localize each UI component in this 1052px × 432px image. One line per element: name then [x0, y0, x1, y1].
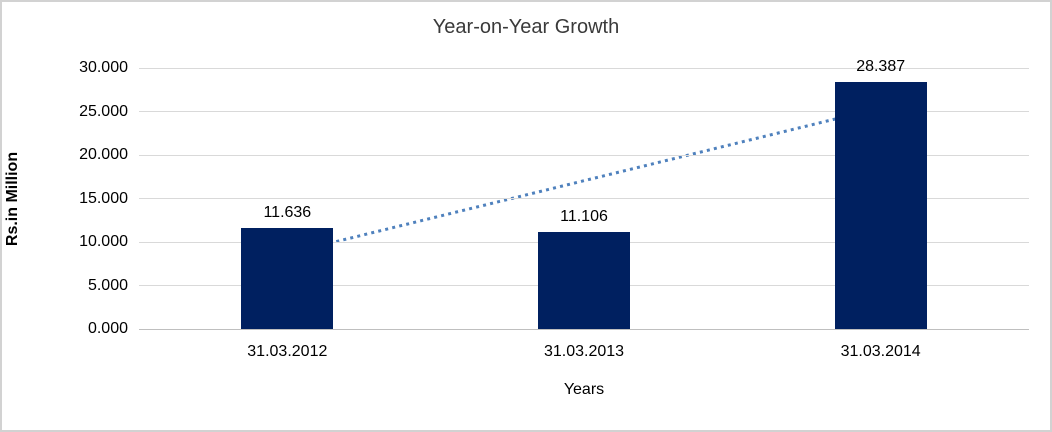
- data-label: 11.636: [263, 203, 312, 221]
- gridline: [139, 111, 1029, 112]
- chart-title: Year-on-Year Growth: [432, 16, 620, 38]
- gridline: [139, 198, 1029, 199]
- x-tick-label: 31.03.2012: [247, 343, 328, 360]
- y-tick-label: 15.000: [79, 189, 128, 207]
- y-tick-label: 10.000: [79, 233, 128, 250]
- bar: [241, 227, 334, 329]
- y-axis-title: Rs.in Million: [4, 151, 21, 247]
- data-label: 11.106: [560, 208, 608, 226]
- data-label: 28.387: [856, 58, 906, 76]
- y-tick-label: 20.000: [79, 146, 128, 163]
- x-tick-label: 31.03.2014: [840, 343, 921, 360]
- x-tick-label: 31.03.2013: [543, 343, 625, 360]
- x-axis-line: [139, 328, 1029, 330]
- x-axis-title: Years: [563, 381, 605, 398]
- bar: [538, 232, 630, 329]
- y-tick-label: 0.000: [87, 320, 128, 337]
- gridline: [139, 67, 1029, 69]
- y-tick-label: 5.000: [87, 276, 128, 294]
- y-tick-label: 25.000: [79, 102, 128, 120]
- gridline: [139, 154, 1029, 156]
- bar: [834, 82, 927, 329]
- y-tick-label: 30.000: [79, 59, 128, 76]
